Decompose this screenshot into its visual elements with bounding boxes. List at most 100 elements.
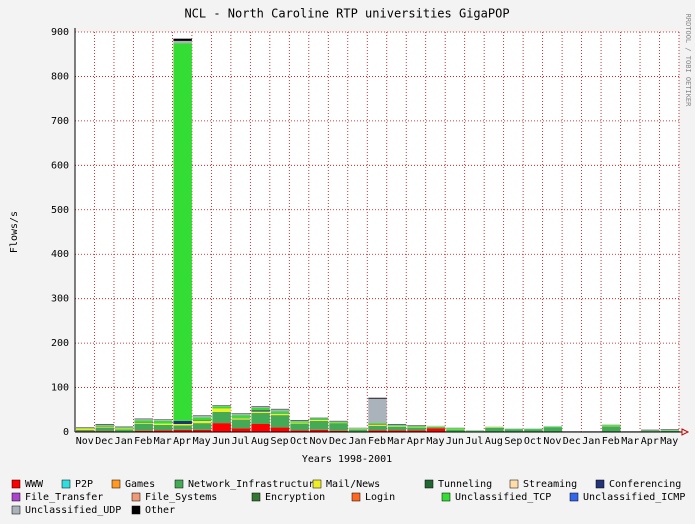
bar-segment [543, 426, 563, 428]
bar-segment [290, 421, 309, 423]
bar-segment [290, 422, 309, 424]
bar-segment [212, 423, 231, 432]
grid [74, 31, 680, 433]
bar-segment [231, 418, 251, 420]
legend-swatch [11, 479, 21, 489]
legend-swatch [131, 505, 141, 515]
x-tick-label: Mar [387, 436, 405, 447]
plot-area [75, 32, 679, 432]
bar-segment [76, 428, 95, 430]
bar-segment [446, 429, 465, 432]
bar-segment [173, 424, 192, 426]
x-tick-label: Mar [154, 436, 172, 447]
bar-segment [543, 427, 563, 432]
x-tick-label: May [193, 436, 211, 447]
bar-segment [95, 425, 114, 427]
x-tick-label: May [426, 436, 444, 447]
y-tick-label: 300 [51, 294, 69, 305]
bar-segment [251, 410, 270, 412]
bar-segment [134, 424, 153, 431]
legend-swatch [312, 479, 322, 489]
x-tick-label: Jun [446, 436, 464, 447]
legend-label: Unclassified_UDP [25, 505, 121, 516]
chart-title: NCL - North Caroline RTP universities Gi… [184, 7, 509, 21]
y-tick-label: 200 [51, 338, 69, 349]
bar-segment [153, 420, 173, 424]
x-tick-label: Oct [290, 436, 308, 447]
legend-swatch [351, 492, 361, 502]
bar-segment [231, 413, 251, 416]
legend-label: Unclassified_TCP [455, 492, 551, 503]
legend-label: Mail/News [326, 479, 380, 490]
bar-segment [368, 423, 387, 424]
bar-segment [95, 427, 114, 432]
x-tick-label: May [660, 436, 678, 447]
bar-segment [329, 430, 348, 432]
x-tick-label: Mar [621, 436, 639, 447]
bar-segment [387, 424, 407, 426]
bar-segment [270, 409, 290, 412]
bar-segment [95, 424, 114, 426]
bar-segment [290, 423, 309, 431]
legend-label: Login [365, 492, 395, 503]
x-tick-label: Feb [134, 436, 152, 447]
legend-label: Conferencing [609, 479, 681, 490]
legend-swatch [174, 479, 184, 489]
legend-label: Streaming [523, 479, 577, 490]
y-tick-label: 500 [51, 205, 69, 216]
x-tick-label: Apr [173, 436, 191, 447]
bar-segment [153, 424, 173, 431]
bar-segment [153, 430, 173, 432]
bar-segment [251, 411, 270, 413]
legend-label: Tunneling [438, 479, 492, 490]
bar-segment [368, 424, 387, 426]
x-tick-label: Nov [543, 436, 561, 447]
bar-segment [231, 428, 251, 432]
bar-segment [114, 429, 134, 432]
legend-swatch [131, 492, 141, 502]
legend-label: P2P [75, 479, 93, 490]
bar-segment [95, 426, 114, 428]
x-tick-label: Feb [602, 436, 620, 447]
x-tick-label: Jan [115, 436, 133, 447]
bar-segment [329, 421, 348, 423]
bar-segment [212, 412, 231, 424]
legend-label: Games [125, 479, 155, 490]
bar-segment [270, 411, 290, 414]
bar-segment [602, 426, 621, 432]
x-tick-label: Jul [232, 436, 250, 447]
bar-segment [407, 430, 426, 432]
bar-segment [153, 420, 173, 421]
bar-segment [173, 43, 192, 421]
x-tick-label: Dec [563, 436, 581, 447]
bar-segment [173, 429, 192, 432]
x-axis-arrow [681, 428, 690, 436]
legend: WWW P2P Games Network_Infrastructure Mail/Ne… [11, 479, 685, 516]
bar-segment [309, 420, 329, 421]
y-tick-label: 100 [51, 383, 69, 394]
y-tick-label: 400 [51, 249, 69, 260]
x-tick-label: Aug [485, 436, 503, 447]
bar-segment [251, 424, 270, 432]
bar-segment [426, 427, 446, 429]
legend-swatch [111, 479, 121, 489]
bar-segment [309, 418, 329, 420]
bar-segment [192, 429, 212, 432]
bar-segment [192, 420, 212, 424]
bar-segment [134, 419, 153, 421]
bar-segment [446, 428, 465, 429]
bar-segment [602, 424, 621, 426]
x-tick-label: Sep [504, 436, 522, 447]
y-tick-label: 600 [51, 160, 69, 171]
bar-segment [212, 408, 231, 412]
legend-label: Unclassified_ICMP [583, 492, 685, 503]
y-tick-label: 0 [63, 427, 69, 438]
bar-segment [212, 406, 231, 409]
bar-segment [660, 430, 679, 432]
bar-segment [290, 430, 309, 432]
bar-segment [387, 425, 407, 427]
bar-segment [348, 427, 368, 429]
legend-label: Other [145, 505, 175, 516]
x-tick-label: Jan [348, 436, 366, 447]
